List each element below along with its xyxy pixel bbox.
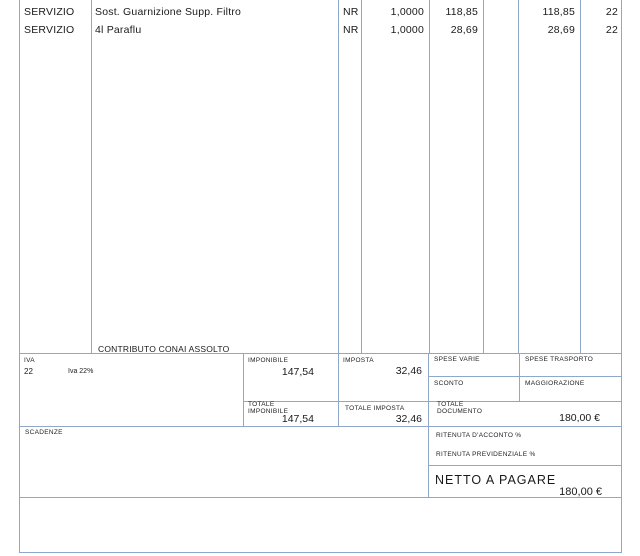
frame-right-border	[621, 0, 622, 553]
ritenuta-acconto-label: RITENUTA D'ACCONTO %	[436, 432, 522, 439]
totale-imponibile-label: TOTALE	[248, 401, 275, 408]
summary-divider	[519, 353, 520, 401]
frame-left-border	[19, 0, 20, 553]
item-total: 118,85	[542, 6, 575, 18]
item-quantity: 1,0000	[390, 24, 424, 36]
item-type: SERVIZIO	[24, 24, 75, 36]
imponibile-value: 147,54	[281, 366, 314, 378]
summary-line	[428, 376, 622, 377]
imposta-label: IMPOSTA	[343, 357, 374, 364]
summary-divider	[338, 353, 339, 426]
totale-imponibile-value: 147,54	[281, 413, 314, 425]
spese-trasporto-label: SPESE TRASPORTO	[525, 356, 594, 363]
item-vat-rate: 22	[605, 24, 618, 36]
column-divider	[580, 0, 581, 353]
summary-divider	[428, 353, 429, 497]
item-vat-rate: 22	[605, 6, 618, 18]
spese-varie-label: SPESE VARIE	[434, 356, 480, 363]
item-unit: NR	[343, 24, 359, 36]
totale-imposta-value: 32,46	[395, 413, 422, 425]
sconto-label: SCONTO	[434, 380, 464, 387]
conai-note: CONTRIBUTO CONAI ASSOLTO	[98, 344, 230, 354]
item-unit: NR	[343, 6, 359, 18]
summary-divider	[243, 353, 244, 426]
item-total: 28,69	[547, 24, 575, 36]
totale-documento-label: TOTALE	[437, 401, 464, 408]
totale-imposta-label: TOTALE IMPOSTA	[345, 405, 405, 412]
item-unit-price: 28,69	[450, 24, 478, 36]
summary-line	[428, 465, 622, 466]
scadenze-label: SCADENZE	[25, 429, 63, 436]
column-divider	[483, 0, 484, 353]
totale-documento-value: 180,00 €	[559, 412, 600, 424]
item-description: Sost. Guarnizione Supp. Filtro	[95, 6, 242, 18]
summary-line	[243, 401, 622, 402]
ritenuta-previdenziale-label: RITENUTA PREVIDENZIALE %	[436, 451, 536, 458]
summary-top-line	[19, 353, 622, 354]
item-description: 4l Paraflu	[95, 24, 142, 36]
column-divider	[518, 0, 519, 353]
column-divider	[429, 0, 430, 353]
maggiorazione-label: MAGGIORAZIONE	[525, 380, 585, 387]
imposta-value: 32,46	[395, 365, 422, 377]
totale-documento-label: DOCUMENTO	[437, 408, 483, 415]
summary-line	[19, 497, 622, 498]
summary-line	[19, 426, 622, 427]
column-divider	[91, 0, 92, 353]
iva-label: IVA	[24, 357, 35, 364]
item-unit-price: 118,85	[445, 6, 478, 18]
iva-code: 22	[24, 367, 33, 376]
netto-a-pagare-label: NETTO A PAGARE	[435, 473, 557, 487]
netto-a-pagare-value: 180,00 €	[559, 486, 602, 498]
iva-description: Iva 22%	[68, 368, 94, 375]
totale-imponibile-label: IMPONIBILE	[248, 408, 289, 415]
item-type: SERVIZIO	[24, 6, 75, 18]
column-divider	[338, 0, 339, 353]
column-divider	[361, 0, 362, 353]
item-quantity: 1,0000	[390, 6, 424, 18]
imponibile-label: IMPONIBILE	[248, 357, 289, 364]
frame-bottom-border	[19, 552, 622, 553]
